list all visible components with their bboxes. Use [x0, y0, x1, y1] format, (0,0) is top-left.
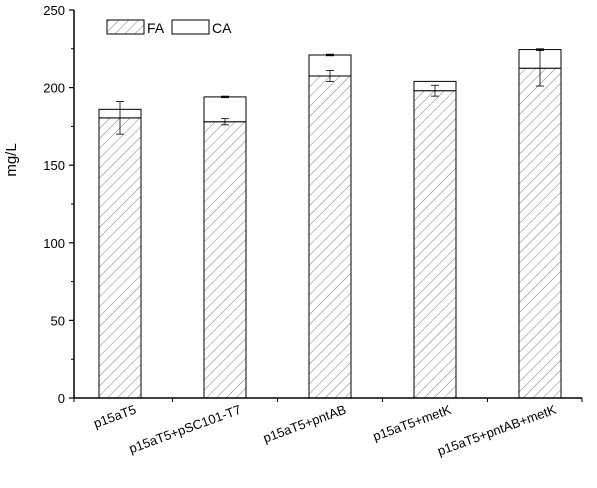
y-tick-label: 100	[43, 236, 65, 251]
bar-ca	[203, 96, 247, 123]
x-tick-label: p15aT5+pntAB+metK	[435, 402, 558, 459]
bar-fa	[518, 67, 562, 399]
y-tick-label: 250	[43, 3, 65, 18]
x-tick-label: p15aT5+pSC101-T7	[127, 402, 243, 457]
legend-swatch-ca	[171, 19, 210, 35]
legend-label-ca: CA	[212, 20, 232, 36]
y-axis-label: mg/L	[3, 143, 20, 176]
legend-swatch-fa	[106, 19, 145, 35]
bar-fa	[98, 117, 142, 399]
legend-label-fa: FA	[147, 20, 165, 36]
y-tick-label: 0	[58, 391, 65, 406]
y-tick-label: 200	[43, 81, 65, 96]
y-tick-label: 50	[51, 313, 65, 328]
x-tick-label: p15aT5+pntAB	[261, 402, 348, 446]
legend: FA CA	[106, 19, 232, 36]
x-tick-label: p15aT5	[91, 402, 138, 431]
bar-fa	[308, 75, 352, 399]
bar-fa	[413, 90, 457, 399]
x-tick-label: p15aT5+metK	[371, 402, 454, 444]
y-tick-label: 150	[43, 158, 65, 173]
bars-group	[98, 48, 562, 399]
bar-fa	[203, 121, 247, 399]
